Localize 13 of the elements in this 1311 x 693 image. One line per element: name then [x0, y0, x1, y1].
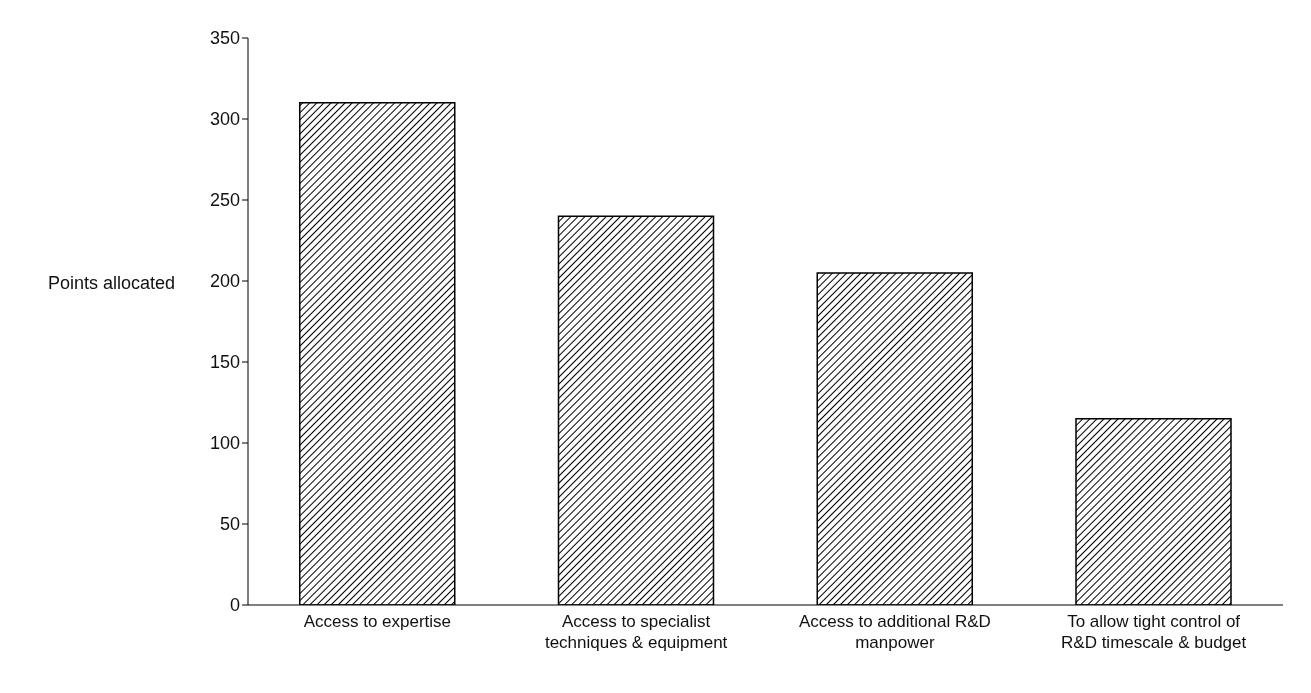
x-tick-label: Access to specialist techniques & equipment: [544, 612, 728, 652]
y-tick-label: 0: [229, 595, 240, 616]
x-tick-label: To allow tight control of R&D timescale & budget: [1061, 612, 1247, 652]
y-tick-label: 150: [209, 352, 240, 373]
x-tick-label: Access to expertise: [303, 612, 452, 631]
y-tick-label: 350: [209, 28, 240, 49]
y-tick-label: 300: [209, 109, 240, 130]
x-tick-label: Access to additional R&D manpower: [798, 612, 991, 652]
y-tick-label: 100: [209, 433, 240, 454]
y-axis-title: Points allocated: [48, 273, 176, 294]
y-tick-label: 250: [209, 190, 240, 211]
y-tick-label: 50: [219, 514, 240, 535]
y-tick-label: 200: [209, 271, 240, 292]
